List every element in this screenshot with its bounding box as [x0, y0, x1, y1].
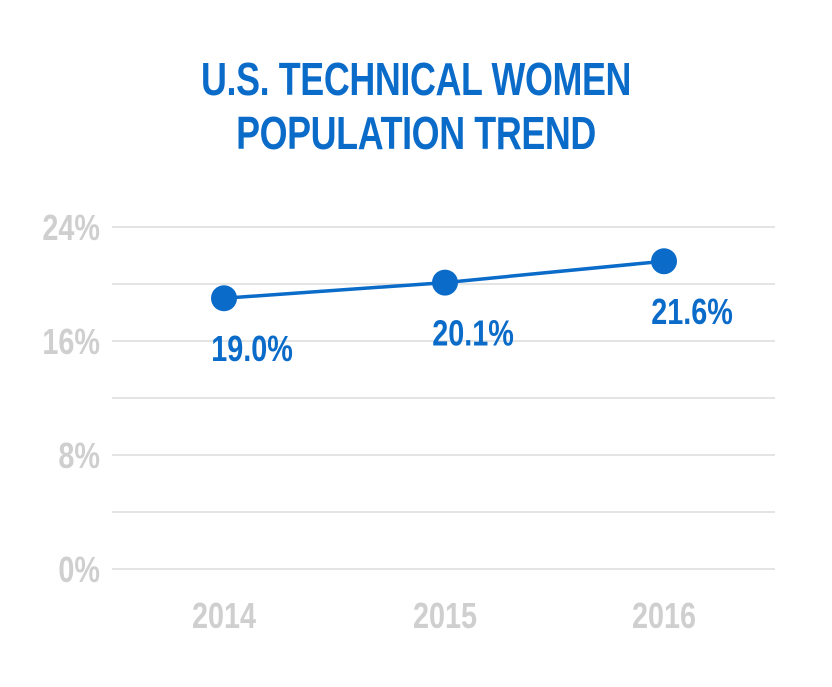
y-axis: 0% 8% 16% 24% [42, 207, 100, 590]
data-point [211, 285, 237, 312]
data-label: 21.6% [651, 291, 733, 332]
x-tick-label: 2014 [192, 595, 256, 636]
x-tick-label: 2016 [632, 595, 696, 636]
chart-title: U.S. TECHNICAL WOMEN POPULATION TREND [92, 52, 741, 160]
y-tick-label: 16% [42, 321, 100, 362]
data-point [432, 269, 458, 296]
y-tick-label: 24% [42, 207, 100, 248]
gridlines [112, 226, 775, 570]
chart-title-line-2: POPULATION TREND [236, 107, 596, 159]
x-axis: 2014 2015 2016 [192, 595, 696, 636]
series-line [211, 248, 677, 312]
data-point [651, 248, 677, 275]
data-label: 20.1% [432, 312, 514, 353]
y-tick-label: 8% [58, 435, 100, 476]
data-label: 19.0% [211, 328, 293, 369]
y-tick-label: 0% [58, 549, 100, 590]
chart-title-line-1: U.S. TECHNICAL WOMEN [200, 53, 632, 105]
data-labels: 19.0% 20.1% 21.6% [211, 291, 733, 369]
x-tick-label: 2015 [413, 595, 477, 636]
